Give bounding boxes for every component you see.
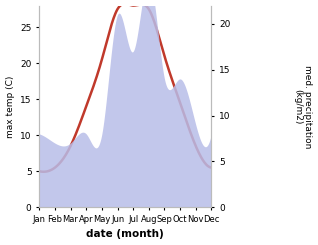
- X-axis label: date (month): date (month): [86, 230, 164, 239]
- Y-axis label: med. precipitation
(kg/m2): med. precipitation (kg/m2): [293, 65, 313, 148]
- Y-axis label: max temp (C): max temp (C): [5, 75, 15, 138]
